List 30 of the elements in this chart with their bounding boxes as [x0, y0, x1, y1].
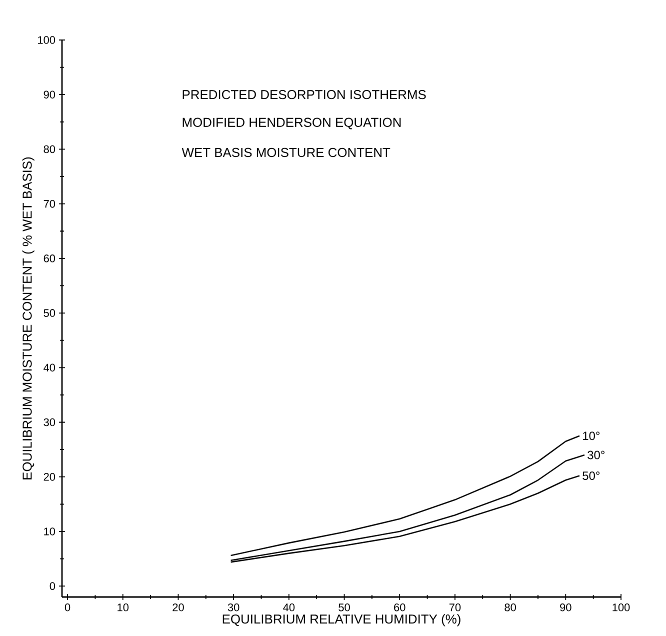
y-tick-label: 60: [44, 254, 56, 262]
x-tick-label: 70: [449, 604, 461, 612]
x-tick-label: 50: [338, 604, 350, 612]
annotation: MODIFIED HENDERSON EQUATION: [182, 118, 401, 130]
y-tick-label: 40: [44, 364, 56, 372]
annotation: WET BASIS MOISTURE CONTENT: [182, 148, 390, 158]
series-label: 50°: [582, 472, 600, 480]
y-tick-label: 10: [44, 528, 56, 536]
x-tick-label: 30: [228, 604, 240, 612]
x-tick-label: 0: [64, 604, 70, 612]
y-axis-title: EQUILIBRIUM MOISTURE CONTENT ( % WET BASIS): [22, 157, 34, 480]
x-tick-label: 20: [172, 604, 184, 612]
x-tick-label: 10: [118, 604, 129, 612]
x-tick-label: 90: [560, 604, 572, 612]
y-tick-label: 70: [44, 200, 56, 208]
y-tick-label: 80: [44, 145, 56, 154]
y-tick-label: 100: [38, 36, 56, 44]
y-tick-label: 90: [44, 90, 56, 98]
x-tick-label: 80: [504, 604, 516, 612]
series-label: 30°: [588, 450, 604, 460]
y-tick-label: 20: [44, 472, 56, 481]
series-label: 10°: [583, 432, 600, 440]
x-tick-label: 40: [283, 604, 295, 612]
x-axis-title: EQUILIBRIUM RELATIVE HUMIDITY (%): [222, 614, 460, 626]
annotation: PREDICTED DESORPTION ISOTHERMS: [182, 90, 426, 100]
y-tick-label: 50: [44, 309, 56, 317]
x-tick-label: 100: [612, 604, 630, 612]
x-tick-label: 60: [394, 604, 406, 612]
y-tick-label: 0: [50, 582, 56, 590]
y-tick-label: 30: [44, 418, 56, 426]
